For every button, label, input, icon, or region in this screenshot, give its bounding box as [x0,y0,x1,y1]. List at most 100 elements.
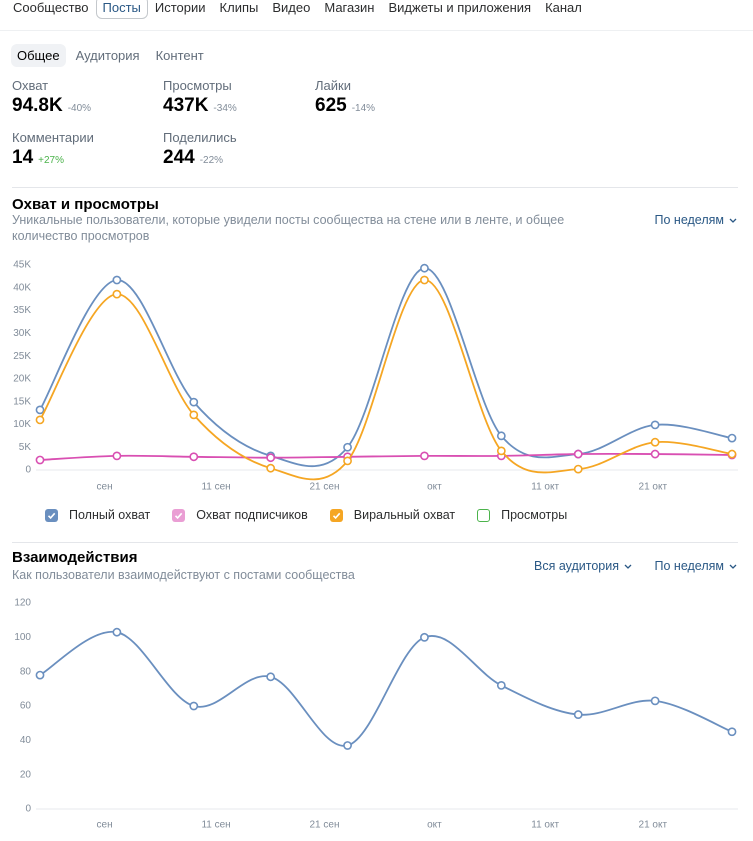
nav-tab[interactable]: Посты [95,0,148,19]
nav-tab[interactable]: Клипы [219,0,259,15]
audience-dropdown[interactable]: Вся аудитория [534,559,632,573]
series-line [39,267,733,467]
data-point [496,431,506,441]
x-tick-label: 11 окт [531,482,559,493]
divider [12,542,738,543]
divider [12,187,738,188]
legend-item[interactable]: Виральный охват [329,508,456,522]
legend-checkbox [172,508,186,522]
dropdown-label: Вся аудитория [534,559,619,573]
y-tick-label: 25K [13,351,31,362]
y-tick-label: 20K [13,374,31,385]
x-tick-label: сен [97,820,113,831]
data-point [112,451,122,461]
data-point [650,420,660,430]
data-point [112,289,122,299]
x-tick-label: 21 сен [309,482,339,493]
stat-label: Просмотры [163,78,232,93]
y-tick-label: 5K [19,442,32,453]
data-point [650,437,660,447]
stat-change: +27% [38,155,64,166]
data-point [727,449,737,459]
y-tick-label: 0 [25,804,31,815]
chevron [729,564,737,569]
stat-label: Поделились [163,130,237,145]
top-nav: Сообщество Посты Истории Клипы Видео Магазин В… [6,0,589,19]
y-tick-label: 15K [13,396,31,407]
legend: Полный охват Охват подписчиков Виральный о… [45,508,589,522]
data-point [189,410,199,420]
y-tick-label: 40K [13,282,31,293]
data-point [35,455,45,465]
y-tick-label: 80 [20,666,32,677]
y-tick-label: 20 [20,769,32,780]
section-subtitle: Как пользователи взаимодействуют с поста… [12,568,355,582]
data-point [189,452,199,462]
stat-value: 94.8K -40% [12,95,91,117]
legend-label: Просмотры [501,508,568,522]
sub-tab[interactable]: Аудитория [75,48,140,63]
stat-label: Лайки [315,78,351,93]
period-dropdown[interactable]: По неделям [655,559,737,573]
section-subtitle: Уникальные пользователи, которые увидели… [12,213,565,243]
data-point [727,727,737,737]
legend-label: Виральный охват [353,508,456,522]
data-point [496,446,506,456]
data-point [35,670,45,680]
y-tick-label: 0 [25,465,31,476]
x-tick-label: окт [427,482,442,493]
stat-change: -22% [199,155,224,166]
stat-number: 437K [163,95,209,116]
sub-tab[interactable]: Контент [155,48,204,63]
stat-label: Комментарии [12,130,94,145]
period-dropdown[interactable]: По неделям [655,213,737,227]
chevron [624,564,632,569]
y-tick-label: 30K [13,328,31,339]
chart: 0 5K 10K 15K 20K 25K 30K 35K 40K 45K сен 11 сен 21 с… [13,260,738,493]
x-tick-label: 21 окт [639,482,668,493]
stat-change: -34% [213,103,237,114]
data-point [35,405,45,415]
section-title: Взаимодействия [12,549,138,566]
series-line [39,631,733,747]
x-tick-label: 11 сен [201,820,230,831]
legend-label: Охват подписчиков [196,508,308,522]
data-point [650,449,660,459]
nav-tab[interactable]: Виджеты и приложения [388,0,532,15]
legend-checkbox [477,508,491,522]
data-point [727,433,737,443]
legend-label: Полный охват [69,508,151,522]
y-tick-label: 60 [20,701,32,712]
data-point [420,263,429,273]
data-point [112,275,122,285]
legend-checkbox [45,508,58,522]
legend-item[interactable]: Охват подписчиков [172,508,308,522]
data-point [420,275,429,285]
y-tick-label: 10K [13,419,31,430]
legend-item[interactable]: Полный охват [45,508,150,522]
data-point [573,464,583,474]
x-tick-label: окт [427,820,442,831]
x-tick-label: сен [97,482,113,493]
check [332,512,341,519]
series-line [39,452,733,461]
legend-item[interactable]: Просмотры [477,508,567,522]
stat-value: 625 -14% [315,95,375,117]
data-point [420,632,429,642]
nav-tab[interactable]: Сообщество [13,0,89,15]
nav-tab[interactable]: Истории [154,0,206,15]
data-point [266,672,276,682]
nav-tab[interactable]: Видео [272,0,311,15]
data-point [573,710,583,719]
data-point [343,741,352,750]
dropdown-label: По неделям [654,559,724,573]
stat-change: -14% [351,103,376,114]
nav-tab[interactable]: Канал [545,0,582,15]
nav-tab[interactable]: Магазин [324,0,375,15]
data-point [112,627,122,637]
sub-tab[interactable]: Общее [11,44,66,67]
legend-checkbox [329,508,343,522]
section-title: Охват и просмотры [12,196,159,213]
data-point [189,701,199,711]
